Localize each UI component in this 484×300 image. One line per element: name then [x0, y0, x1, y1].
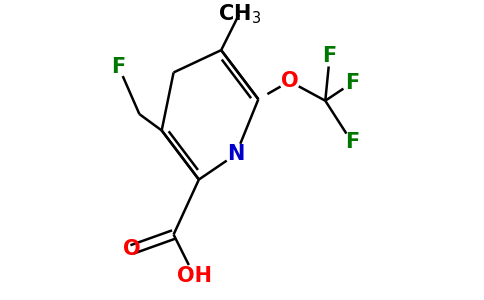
Text: F: F: [111, 56, 126, 76]
Text: OH: OH: [177, 266, 212, 286]
Text: F: F: [345, 132, 359, 152]
Text: CH$_3$: CH$_3$: [217, 3, 260, 26]
Text: O: O: [281, 71, 299, 92]
Text: F: F: [323, 46, 337, 66]
Text: N: N: [227, 144, 245, 164]
Text: O: O: [123, 239, 141, 260]
Text: F: F: [345, 73, 359, 93]
